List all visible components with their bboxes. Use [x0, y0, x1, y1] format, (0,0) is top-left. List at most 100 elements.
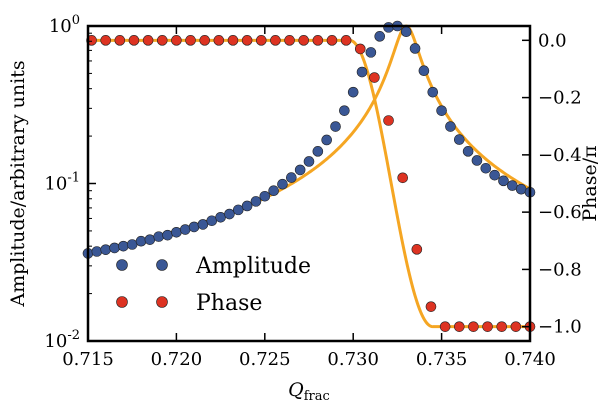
legend: Amplitude Phase: [116, 254, 311, 316]
phase-point: [284, 35, 295, 46]
amplitude-point: [515, 183, 527, 195]
amplitude-point: [312, 146, 324, 157]
amplitude-point: [427, 86, 439, 98]
amplitude-point: [383, 22, 394, 33]
amplitude-point: [453, 134, 465, 145]
amplitude-point: [330, 121, 341, 132]
amplitude-point: [498, 175, 509, 187]
phase-point: [156, 35, 168, 46]
y-left-tick-label: 100: [49, 13, 80, 37]
amplitude-point: [356, 66, 368, 78]
x-tick-label: 0.715: [62, 349, 114, 370]
amplitude-point: [277, 178, 288, 190]
amplitude-point: [241, 200, 253, 212]
phase-point: [453, 321, 465, 332]
phase-point: [468, 321, 479, 332]
phase-point: [128, 35, 140, 46]
amplitude-series: [82, 20, 536, 259]
amplitude-point: [418, 65, 430, 77]
amplitude-point: [206, 215, 218, 227]
y-right-tick-label: −1.0: [538, 317, 582, 338]
amplitude-point: [365, 47, 377, 58]
phase-point: [411, 244, 423, 255]
phase-point: [255, 35, 267, 46]
amplitude-point: [91, 246, 103, 257]
amplitude-point: [250, 196, 262, 207]
phase-point: [340, 35, 352, 46]
phase-point: [383, 115, 394, 126]
legend-marker-amplitude: [156, 259, 168, 271]
amplitude-point: [100, 244, 111, 255]
amplitude-point: [347, 86, 359, 98]
phase-point: [354, 43, 366, 55]
amplitude-point: [409, 43, 421, 54]
amplitude-point: [109, 242, 120, 254]
amplitude-point: [400, 26, 412, 38]
phase-point: [241, 35, 253, 46]
phase-point: [100, 35, 111, 46]
amplitude-point: [162, 229, 173, 241]
amplitude-point: [215, 212, 226, 223]
legend-marker-phase: [116, 296, 128, 308]
amplitude-point: [259, 190, 271, 202]
amplitude-point: [286, 172, 297, 183]
y-right-tick-label: −0.4: [538, 145, 582, 166]
amplitude-point: [135, 235, 147, 247]
legend-item-phase: Phase: [116, 291, 262, 316]
phase-point: [397, 172, 409, 184]
phase-point: [482, 321, 493, 332]
legend-item-amplitude: Amplitude: [116, 254, 311, 279]
amplitude-point: [232, 204, 244, 216]
amplitude-point: [471, 155, 483, 166]
amplitude-point: [303, 156, 315, 167]
legend-label-amplitude: Amplitude: [195, 254, 311, 279]
y-right-tick-label: −0.8: [538, 259, 582, 280]
amplitude-point: [321, 134, 332, 146]
y-left-tick-label: 10-1: [44, 171, 80, 195]
phase-point: [114, 35, 126, 46]
phase-point: [199, 35, 210, 46]
legend-marker-phase: [156, 296, 168, 308]
data-points: [82, 20, 536, 332]
x-axis-label: Qfrac: [288, 379, 330, 404]
phase-point: [298, 35, 310, 46]
amplitude-point: [118, 240, 129, 252]
x-tick-label: 0.725: [239, 349, 291, 370]
amplitude-point: [445, 121, 456, 132]
phase-point: [171, 35, 182, 46]
ticks: 0.715 0.720 0.725 0.730 0.735 0.740 100 10-1 10-…: [44, 13, 581, 370]
y-right-tick-label: −0.2: [538, 88, 582, 109]
x-tick-label: 0.730: [327, 349, 379, 370]
x-tick-label: 0.735: [416, 349, 468, 370]
amplitude-point: [144, 234, 156, 245]
amplitude-point: [268, 185, 279, 197]
amplitude-point: [126, 239, 138, 250]
y-axis-label-left: Amplitude/arbitrary units: [7, 60, 29, 307]
y-left-tick-label: 10-2: [44, 328, 80, 352]
fit-curves: [87, 24, 531, 329]
legend-label-phase: Phase: [196, 291, 262, 316]
phase-point: [213, 35, 225, 46]
y-right-tick-label: −0.6: [538, 202, 582, 223]
phase-point: [142, 35, 154, 46]
amplitude-point: [153, 231, 165, 242]
x-axis-label-sub: frac: [304, 389, 330, 404]
phase-point: [439, 321, 451, 332]
phase-point: [312, 35, 324, 46]
phase-point: [496, 321, 508, 332]
y-axis-label-right: Phase/π: [579, 145, 601, 221]
x-axis-label-main: Q: [288, 379, 304, 401]
amplitude-point: [294, 164, 306, 176]
phase-series: [86, 35, 536, 332]
amplitude-point: [489, 169, 500, 181]
phase-point: [270, 35, 281, 46]
amplitude-point: [339, 105, 350, 116]
phase-fit-line: [88, 38, 530, 329]
x-tick-label: 0.720: [151, 349, 203, 370]
y-right-tick-label: 0.0: [538, 30, 567, 51]
amplitude-point: [224, 208, 235, 220]
phase-point: [227, 35, 239, 46]
amplitude-point: [480, 162, 492, 174]
phase-point: [510, 321, 522, 332]
amplitude-point: [171, 226, 182, 238]
